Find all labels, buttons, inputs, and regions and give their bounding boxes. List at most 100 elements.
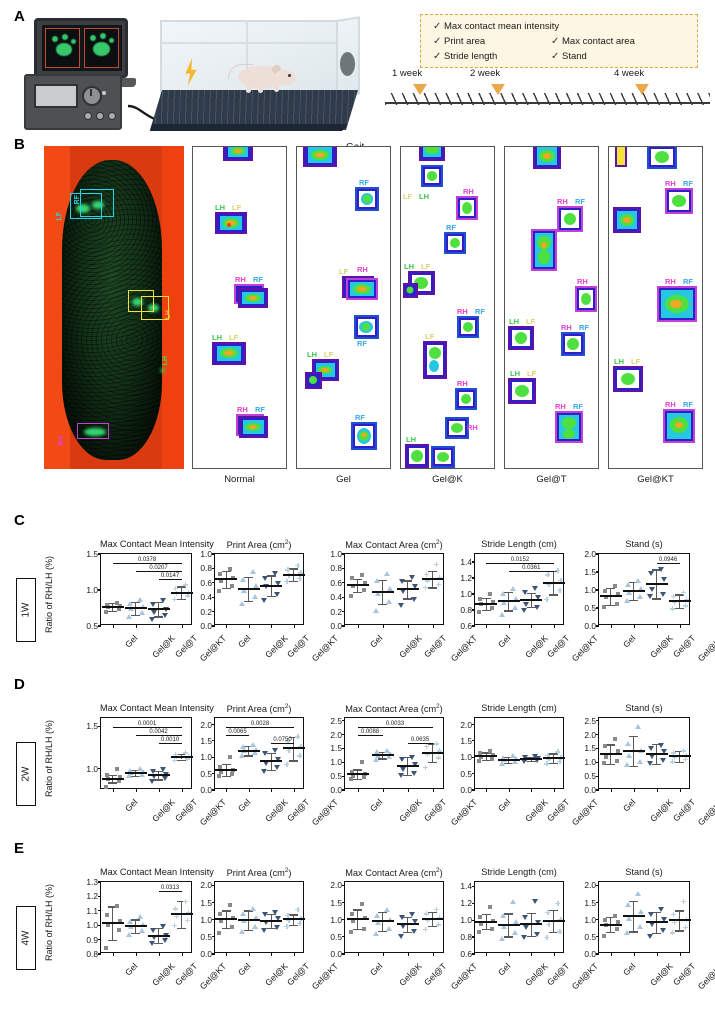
timeline-marker-1week [413,84,427,95]
data-point [623,929,630,935]
y-tick-mark [212,756,215,758]
error-bar-cap [244,600,254,603]
data-point [373,912,380,918]
x-axis-label-gel-k: Gel@K [262,633,290,660]
paw-print [419,147,445,161]
y-tick-mark [472,885,475,887]
data-point [498,760,505,766]
p-value-label: 0.0361 [522,564,541,571]
y-tick-label: 0.2 [200,606,212,617]
data-point [359,760,364,765]
error-bar-cap [244,910,254,912]
paw-print [665,188,693,214]
y-tick-mark [472,625,475,627]
significance-line [486,563,554,565]
data-point [647,570,654,576]
mean-bar [260,919,283,922]
y-tick-mark [472,577,475,579]
mean-bar [282,747,305,750]
y-tick-mark [596,936,599,938]
significance-line [508,571,554,573]
x-axis-label-gel-k: Gel@K [149,633,177,660]
mean-bar [497,758,520,761]
y-tick-label: 1.0 [200,549,212,559]
paw-label-rf: RF [359,178,369,187]
data-point [103,784,108,789]
data-point [671,593,676,599]
error-bar-cap [108,782,117,784]
data-point [136,765,143,771]
data-point [434,741,439,747]
data-point [615,920,620,925]
plot-area-C1: 0.5 1.0 1.5 Gel Gel@K Gel@T Gel@KT 0.0378 0.0207… [86,549,227,663]
mean-bar [599,923,622,926]
paw-label-rf: RF [579,323,589,332]
data-point [262,751,269,757]
mean-bar [622,914,645,917]
p-value-label: 0.0042 [149,728,168,735]
paw-print [575,286,597,312]
chart-C5: Stand (s) 0.0 0.5 1.0 1.5 2.0 Gel Gel@K Gel@T Gel… [584,539,715,669]
paw-label-lf: LF [232,203,242,212]
data-point [298,743,304,749]
x-axis-label-gel: Gel [122,797,139,814]
x-tick-mark [531,788,533,792]
x-tick-mark [382,952,384,956]
x-axis-label-gel-kt: Gel@KT [309,797,340,828]
y-tick-label: 1.5 [330,897,342,908]
checklist-label-0: Max contact mean intensity [444,21,560,32]
data-point [601,604,606,609]
error-bar-cap [403,916,412,918]
y-tick-mark [342,611,345,613]
data-point [425,917,430,923]
error-bar-cap [549,753,559,755]
y-tick-mark [342,884,345,887]
error-bar-cap [289,580,299,582]
x-tick-mark [508,788,510,792]
error-bar-cap [177,900,186,903]
data-point [251,924,258,930]
data-point [348,776,353,781]
data-point [219,918,224,923]
y-tick-label: 1.0 [460,752,472,763]
y-tick-label: 0.6 [200,577,212,588]
chart-title-D1: Max Contact Mean Intensity [100,703,214,713]
mean-bar [282,918,305,921]
chamber-floor-grating [150,90,358,130]
y-tick-mark [596,589,599,591]
x-axis-label-gel: Gel [620,797,637,814]
paw-label-rf: RF [357,339,367,348]
x-tick-mark [248,624,250,628]
y-tick-label: 1.5 [460,735,472,746]
mean-bar [520,923,543,926]
y-tick-label: 1.5 [200,735,212,746]
mean-bar [371,754,394,757]
panel-b-letter: B [14,136,25,153]
data-point [532,586,539,592]
data-point [423,764,428,770]
x-tick-mark [271,952,273,956]
data-point [185,593,190,599]
data-point [349,769,354,774]
x-axis-label-gel: Gel [122,961,139,978]
error-bar-cap [549,909,559,912]
data-point [500,923,507,929]
data-point [383,747,390,753]
data-point [614,601,619,606]
y-tick-mark [98,895,101,897]
data-point [408,575,415,581]
data-point [295,563,301,569]
data-point [477,609,482,614]
checklist-label-1: Print area [444,36,486,47]
data-point [614,759,619,764]
data-point [544,934,550,940]
y-tick-label: 0.6 [330,577,342,588]
data-point [159,923,166,929]
x-tick-mark [226,624,228,628]
y-tick-label: 1.3 [86,877,98,887]
x-tick-mark [357,624,359,628]
data-point [546,581,552,587]
mean-bar [170,755,193,758]
y-tick-label: 1.5 [584,743,596,754]
error-bar-cap [403,580,412,582]
